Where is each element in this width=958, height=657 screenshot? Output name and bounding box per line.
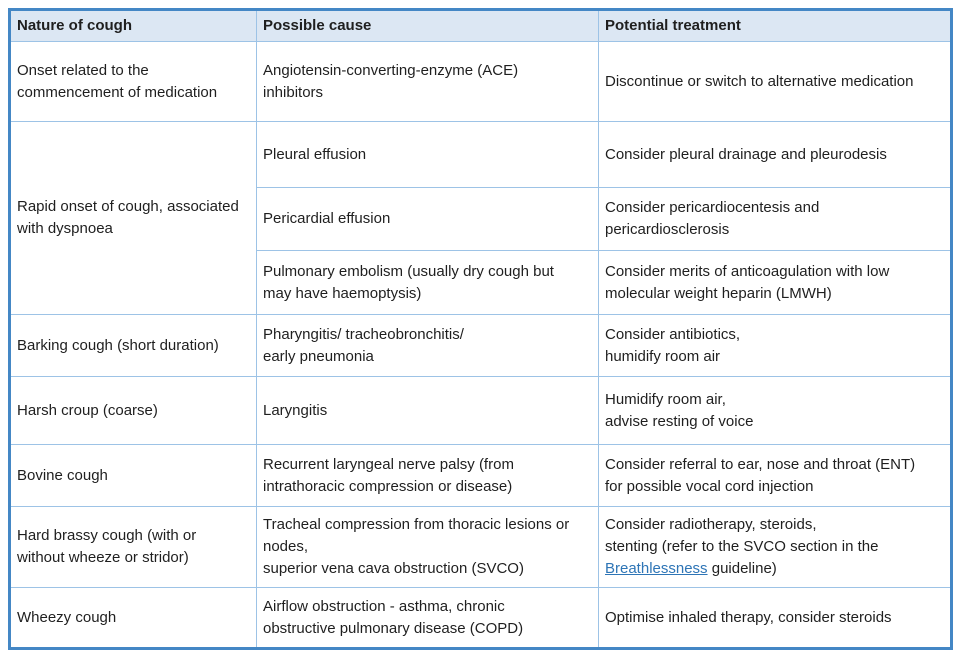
- cell-cause: Airflow obstruction - asthma, chronic ob…: [256, 587, 599, 649]
- table-row: Hard brassy cough (with or without wheez…: [9, 506, 952, 588]
- cell-text: Tracheal compression from thoracic lesio…: [263, 516, 570, 577]
- table-row: Barking cough (short duration) Pharyngit…: [9, 314, 952, 377]
- table-row: Rapid onset of cough, associated with dy…: [9, 121, 952, 315]
- cell-text: Onset related to the commencement of med…: [17, 61, 218, 101]
- col-header-nature-of-cough: Nature of cough: [9, 9, 257, 42]
- cell-text: Recurrent laryngeal nerve palsy (from in…: [263, 455, 514, 495]
- cell-text: Rapid onset of cough, associated with dy…: [17, 198, 239, 237]
- cell-cause: Tracheal compression from thoracic lesio…: [256, 506, 599, 588]
- cell-treatment: Consider merits of anticoagulation with …: [598, 250, 952, 315]
- cell-text: Pharyngitis/ tracheobronchitis/ early pn…: [263, 325, 464, 365]
- cell-cause: Pleural effusion: [256, 121, 599, 188]
- cell-text: Hard brassy cough (with or without wheez…: [17, 527, 197, 566]
- cell-text: Pleural effusion: [263, 145, 367, 163]
- cell-treatment: Consider referral to ear, nose and throa…: [598, 444, 952, 507]
- cell-nature: Onset related to the commencement of med…: [9, 41, 257, 122]
- cell-text: Laryngitis: [263, 401, 328, 419]
- cell-treatment: Optimise inhaled therapy, consider stero…: [598, 587, 952, 649]
- cell-cause: Laryngitis: [256, 376, 599, 445]
- table-row: Bovine cough Recurrent laryngeal nerve p…: [9, 444, 952, 507]
- col-header-potential-treatment: Potential treatment: [598, 9, 952, 42]
- cell-nature: Harsh croup (coarse): [9, 376, 257, 445]
- cough-assessment-table: Nature of cough Possible cause Potential…: [8, 8, 953, 650]
- header-row: Nature of cough Possible cause Potential…: [9, 9, 952, 42]
- cell-text: Harsh croup (coarse): [17, 401, 158, 419]
- cell-treatment: Consider antibiotics, humidify room air: [598, 314, 952, 377]
- cell-nature: Hard brassy cough (with or without wheez…: [9, 506, 257, 588]
- cell-text: Pericardial effusion: [263, 210, 391, 227]
- cell-text: Airflow obstruction - asthma, chronic ob…: [263, 597, 524, 637]
- cell-treatment: Consider pericardiocentesis and pericard…: [598, 187, 952, 251]
- table-row: Harsh croup (coarse) Laryngitis Humidify…: [9, 376, 952, 445]
- cell-nature: Rapid onset of cough, associated with dy…: [9, 121, 257, 315]
- cell-nature: Bovine cough: [9, 444, 257, 507]
- cell-text: guideline): [707, 560, 777, 577]
- cell-cause: Pulmonary embolism (usually dry cough bu…: [256, 250, 599, 315]
- cell-treatment: Consider radiotherapy, steroids, stentin…: [598, 506, 952, 588]
- cell-treatment: Discontinue or switch to alternative med…: [598, 41, 952, 122]
- cell-cause: Recurrent laryngeal nerve palsy (from in…: [256, 444, 599, 507]
- table-row: Onset related to the commencement of med…: [9, 41, 952, 122]
- table-row: Wheezy cough Airflow obstruction - asthm…: [9, 587, 952, 649]
- cell-treatment: Consider pleural drainage and pleurodesi…: [598, 121, 952, 188]
- cell-treatment: Humidify room air, advise resting of voi…: [598, 376, 952, 445]
- cell-text: Consider pleural drainage and pleurodesi…: [605, 145, 887, 163]
- cell-text: Humidify room air, advise resting of voi…: [605, 390, 754, 430]
- cell-text: Consider pericardiocentesis and pericard…: [605, 199, 820, 238]
- cell-text: Consider radiotherapy, steroids, stentin…: [605, 516, 879, 555]
- cell-text: Wheezy cough: [17, 608, 117, 626]
- cell-cause: Angiotensin-converting-enzyme (ACE) inhi…: [256, 41, 599, 122]
- cell-text: Bovine cough: [17, 466, 108, 484]
- breathlessness-link[interactable]: Breathlessness: [605, 560, 708, 577]
- cell-text: Consider merits of anticoagulation with …: [605, 262, 890, 302]
- cell-text: Consider antibiotics, humidify room air: [605, 325, 741, 365]
- cell-text: Barking cough (short duration): [17, 336, 219, 354]
- cell-text: Consider referral to ear, nose and throa…: [605, 455, 916, 495]
- cell-text: Optimise inhaled therapy, consider stero…: [605, 608, 892, 626]
- cell-cause: Pharyngitis/ tracheobronchitis/ early pn…: [256, 314, 599, 377]
- cell-nature: Wheezy cough: [9, 587, 257, 649]
- cell-text: Discontinue or switch to alternative med…: [605, 72, 914, 90]
- cell-cause: Pericardial effusion: [256, 187, 599, 251]
- col-header-possible-cause: Possible cause: [256, 9, 599, 42]
- cell-text: Pulmonary embolism (usually dry cough bu…: [263, 262, 554, 302]
- cell-text: Angiotensin-converting-enzyme (ACE) inhi…: [263, 61, 519, 101]
- cell-nature: Barking cough (short duration): [9, 314, 257, 377]
- table-row: Pericardial effusion Consider pericardio…: [10, 187, 952, 251]
